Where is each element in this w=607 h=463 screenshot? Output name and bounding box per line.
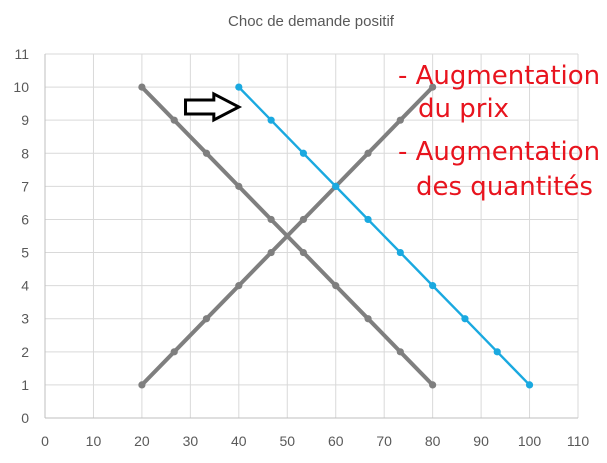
x-tick-label: 70 xyxy=(376,433,392,449)
annotation-layer: - Augmentation du prix - Augmentation de… xyxy=(398,61,600,202)
x-tick-label: 50 xyxy=(279,433,295,449)
series-line xyxy=(139,85,435,387)
annotation-line-3: - Augmentation xyxy=(398,137,600,167)
x-tick-label: 30 xyxy=(183,433,199,449)
y-tick-label: 3 xyxy=(21,311,29,327)
data-point xyxy=(202,149,211,157)
annotation-line-4: des quantités xyxy=(416,172,593,202)
series-3 xyxy=(235,83,534,389)
data-point xyxy=(267,215,275,224)
data-point xyxy=(202,315,211,323)
y-tick-label: 4 xyxy=(21,278,29,294)
data-point xyxy=(138,381,146,389)
data-point xyxy=(299,215,308,224)
x-tick-label: 10 xyxy=(86,433,102,449)
data-point xyxy=(396,248,404,257)
x-tick-label: 20 xyxy=(134,433,150,449)
y-tick-label: 5 xyxy=(21,245,29,261)
series-line xyxy=(237,85,531,387)
annotation-line-2: du prix xyxy=(418,94,509,124)
y-tick-label: 11 xyxy=(14,46,29,62)
data-point xyxy=(429,282,437,290)
data-point xyxy=(170,116,178,124)
annotation-line-1: - Augmentation xyxy=(398,61,600,91)
axes: 0 10 20 30 40 50 60 70 80 90 100 110 0 1 2 3 4 5 6 7 8 9 10 11 xyxy=(13,46,589,449)
data-point xyxy=(267,116,275,124)
x-tick-label: 60 xyxy=(328,433,344,449)
data-point xyxy=(364,215,372,224)
data-point xyxy=(332,282,340,290)
data-point xyxy=(461,315,469,323)
data-point xyxy=(170,348,178,356)
y-tick-label: 6 xyxy=(21,211,29,227)
x-tick-label: 0 xyxy=(41,433,49,449)
data-point xyxy=(396,116,404,124)
series-2 xyxy=(138,83,437,389)
y-tick-label: 2 xyxy=(21,344,29,360)
x-tick-label: 90 xyxy=(473,433,489,449)
y-tick-label: 8 xyxy=(21,145,29,161)
x-tick-label: 100 xyxy=(518,433,542,449)
series-layer xyxy=(138,83,534,389)
data-point xyxy=(396,348,404,356)
y-tick-label: 7 xyxy=(21,178,29,194)
data-point xyxy=(235,83,243,91)
data-point xyxy=(364,315,372,323)
y-tick-label: 0 xyxy=(21,410,29,426)
data-point xyxy=(267,248,275,257)
data-point xyxy=(429,83,437,91)
y-tick-label: 1 xyxy=(21,377,29,393)
data-point xyxy=(138,83,146,91)
x-tick-label: 80 xyxy=(425,433,441,449)
x-tick-label: 40 xyxy=(231,433,247,449)
data-point xyxy=(299,149,308,157)
x-tick-label: 110 xyxy=(567,433,590,449)
data-point xyxy=(332,182,340,190)
right-arrow-icon xyxy=(184,91,243,123)
data-point xyxy=(235,282,243,290)
data-point xyxy=(364,149,372,157)
data-point xyxy=(493,348,501,356)
y-tick-label: 9 xyxy=(21,112,29,128)
data-point xyxy=(299,248,308,257)
y-tick-label: 10 xyxy=(13,79,29,95)
data-point xyxy=(429,381,437,389)
data-point xyxy=(235,182,243,190)
grid xyxy=(45,53,579,418)
data-point xyxy=(525,381,534,389)
arrow-layer xyxy=(184,91,243,123)
chart-title: Choc de demande positif xyxy=(228,13,395,30)
